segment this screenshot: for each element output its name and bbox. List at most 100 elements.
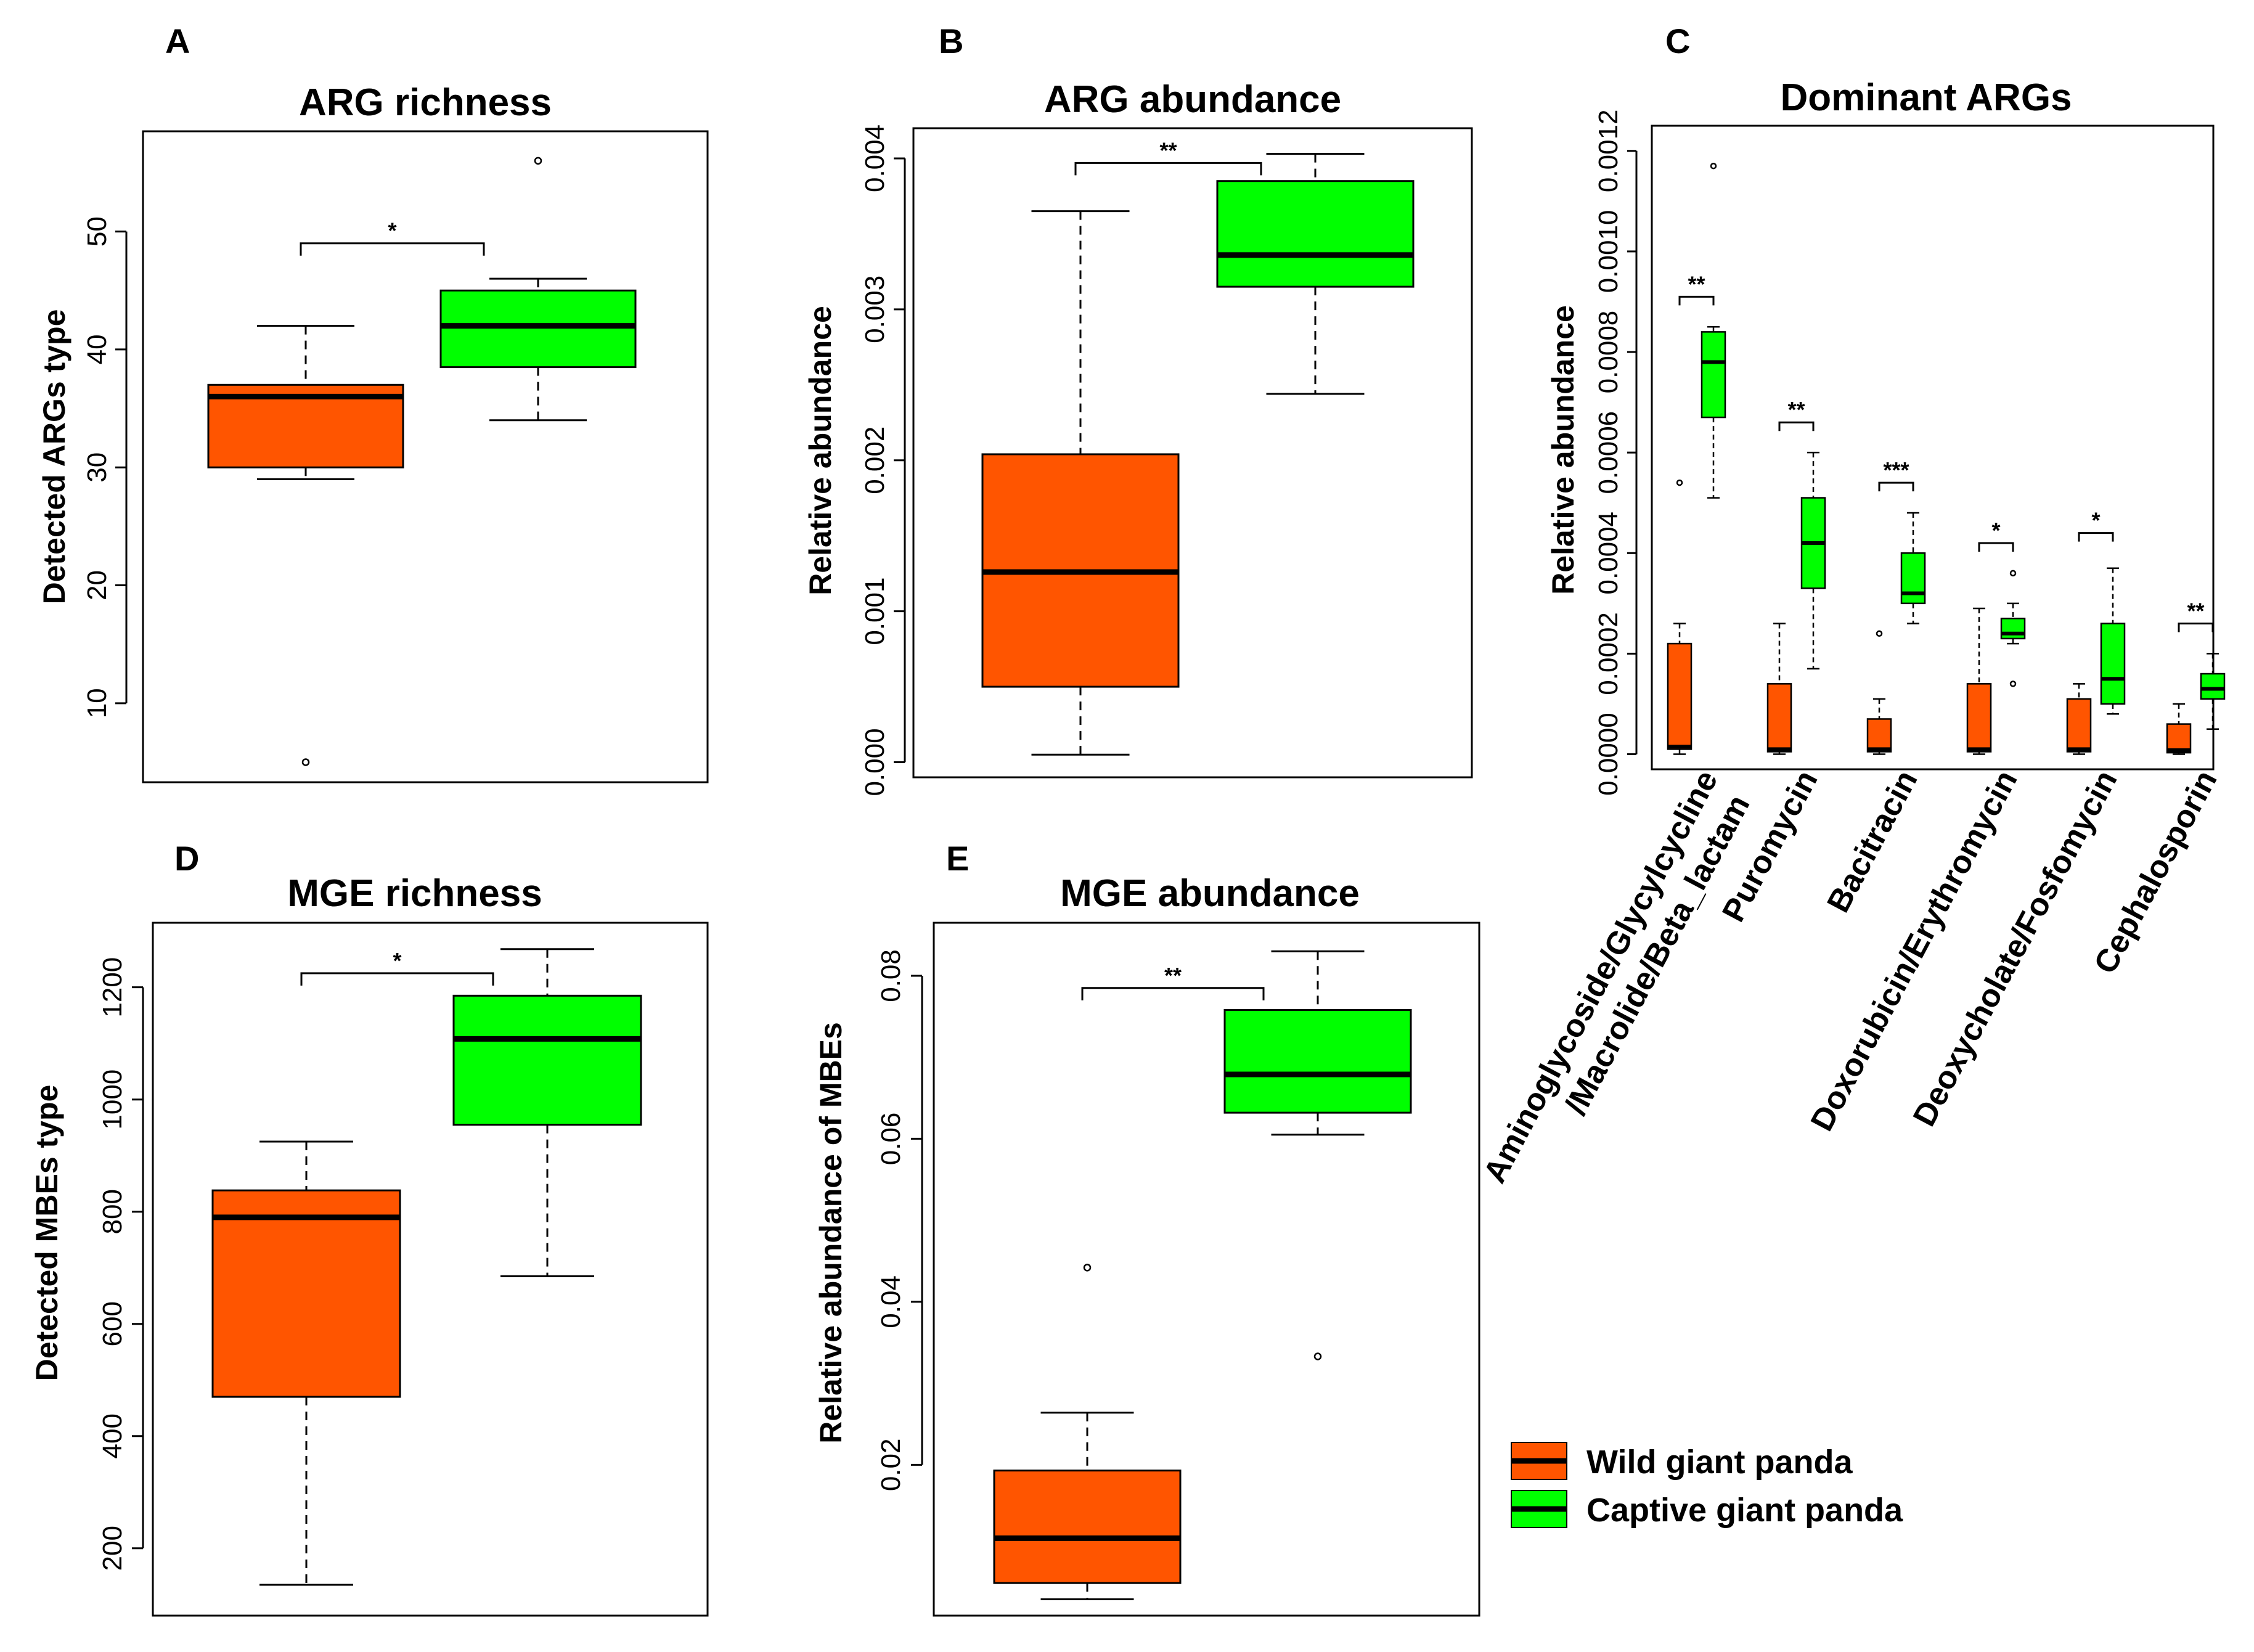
panel-b: B ARG abundance Relative abundance 0.000… (803, 22, 1473, 796)
category-labels-c: Aminoglycoside/Glycylcycline/Macrolide/B… (1477, 764, 2224, 1188)
wild-0-box (1667, 642, 1693, 750)
y-tick-label: 0.001 (860, 578, 890, 645)
captive-3-outlier (2009, 570, 2017, 577)
panel-c: C Dominant ARGs Relative abundance 0.000… (1477, 22, 2226, 1189)
panel-letter-b: B (939, 22, 963, 60)
wild-4-box (2066, 698, 2092, 753)
y-axis-d: 200 400 600 800 1000 1200 (97, 957, 144, 1571)
panel-a: A ARG richness Detected ARGs type 10 20 30… (37, 22, 709, 783)
category-label-0: Aminoglycoside/Glycylcycline (1477, 764, 1725, 1188)
y-axis-label-e: Relative abundance of MBEs (814, 1022, 848, 1444)
panel-letter-d: D (174, 839, 199, 878)
significance-a: * (300, 218, 485, 256)
y-tick-label: 0.04 (876, 1275, 906, 1328)
sig-4-bracket (2078, 532, 2114, 542)
y-axis-a: 10 20 30 40 50 (82, 216, 128, 718)
captive-0-outlier (1710, 163, 1717, 170)
sig-5-label: ** (2187, 598, 2204, 623)
category-label-2: Bacitracin (1820, 764, 1924, 918)
panel-letter-e: E (946, 839, 969, 878)
sig-label: * (388, 218, 396, 243)
sig-1-label: ** (1787, 397, 1805, 422)
y-tick-label: 0.0000 (1593, 713, 1623, 796)
captive-0-box (1701, 331, 1726, 419)
y-axis-e: 0.02 0.04 0.06 0.08 (876, 949, 923, 1492)
y-tick-label: 0.000 (860, 728, 890, 796)
wild-outlier (1083, 1264, 1092, 1272)
captive-3-outlier (2009, 681, 2017, 687)
legend: Wild giant panda Captive giant panda (1511, 1442, 1903, 1529)
boxes-c (1667, 163, 2226, 755)
y-axis-b: 0.000 0.001 0.002 0.003 0.004 (860, 125, 906, 796)
category-label-4: Deoxycholate/Fosfomycin (1906, 764, 2125, 1132)
y-tick-label: 0.06 (876, 1113, 906, 1166)
wild-3-box (1966, 683, 1992, 753)
panel-letter-a: A (165, 22, 190, 60)
significance-e: ** (1081, 963, 1265, 1000)
y-tick-label: 0.002 (860, 427, 890, 494)
panel-title-b: ARG abundance (1044, 78, 1341, 121)
sig-4-label: * (2091, 508, 2100, 533)
y-tick-label: 0.0012 (1593, 109, 1623, 192)
boxes-a (207, 157, 637, 766)
sig-2-bracket (1878, 481, 1914, 492)
sig-2-label: *** (1883, 457, 1909, 483)
sig-5-bracket (2178, 622, 2214, 632)
y-axis-label-a: Detected ARGs type (37, 309, 71, 605)
legend-label-captive: Captive giant panda (1586, 1492, 1903, 1529)
y-axis-label-c: Relative abundance (1546, 305, 1580, 595)
sig-1-bracket (1778, 421, 1815, 431)
sig-3-bracket (1978, 542, 2014, 552)
wild-2-box (1866, 718, 1892, 753)
boxes-d (211, 948, 642, 1586)
y-tick-label: 10 (82, 688, 112, 718)
plot-frame-b (912, 127, 1473, 779)
wild-5-box (2166, 723, 2192, 754)
significance-b: ** (1074, 137, 1262, 176)
sig-3-label: * (1991, 518, 2000, 543)
captive-box (439, 289, 637, 369)
y-tick-label: 0.003 (860, 276, 890, 343)
sig-0-bracket (1678, 295, 1715, 306)
boxes-e (993, 950, 1412, 1601)
wild-1-box (1766, 683, 1792, 753)
y-tick-label: 0.0004 (1593, 512, 1623, 595)
significance-c: ******** *** (1678, 271, 2214, 632)
captive-4-box (2100, 623, 2126, 705)
y-tick-label: 0.02 (876, 1439, 906, 1492)
y-tick-label: 0.0010 (1593, 210, 1623, 293)
sig-bracket (1074, 162, 1262, 176)
boxes-b (981, 153, 1415, 756)
captive-3-box (2000, 618, 2026, 640)
y-tick-label: 800 (97, 1189, 128, 1234)
wild-outlier (301, 758, 310, 766)
significance-d: * (300, 948, 494, 986)
captive-box (452, 994, 642, 1126)
y-axis-c: 0.0000 0.0002 0.0004 0.0006 0.0008 0.0010 0.00… (1593, 109, 1638, 796)
sig-label: * (393, 948, 401, 973)
captive-outlier (534, 157, 542, 165)
captive-5-box (2200, 673, 2226, 700)
y-tick-label: 0.004 (860, 125, 890, 192)
captive-2-box (1900, 552, 1926, 605)
plot-frame-c (1651, 125, 2215, 771)
y-tick-label: 200 (97, 1526, 128, 1571)
y-tick-label: 0.08 (876, 949, 906, 1002)
panel-title-e: MGE abundance (1060, 872, 1360, 915)
plot-frame-a (142, 130, 709, 783)
panel-title-d: MGE richness (287, 872, 542, 915)
panel-title-a: ARG richness (299, 81, 552, 124)
sig-0-label: ** (1688, 271, 1705, 296)
y-tick-label: 1200 (97, 957, 128, 1018)
wild-0-outlier (1676, 479, 1683, 486)
y-tick-label: 1000 (97, 1069, 128, 1130)
panel-d: D MGE richness Detected MBEs type 200 400… (30, 839, 709, 1617)
panel-title-c: Dominant ARGs (1780, 76, 2072, 119)
wild-2-outlier (1876, 630, 1883, 637)
y-tick-label: 0.0008 (1593, 311, 1623, 394)
y-tick-label: 50 (82, 216, 112, 247)
y-tick-label: 30 (82, 452, 112, 483)
y-tick-label: 20 (82, 570, 112, 600)
y-tick-label: 400 (97, 1413, 128, 1458)
